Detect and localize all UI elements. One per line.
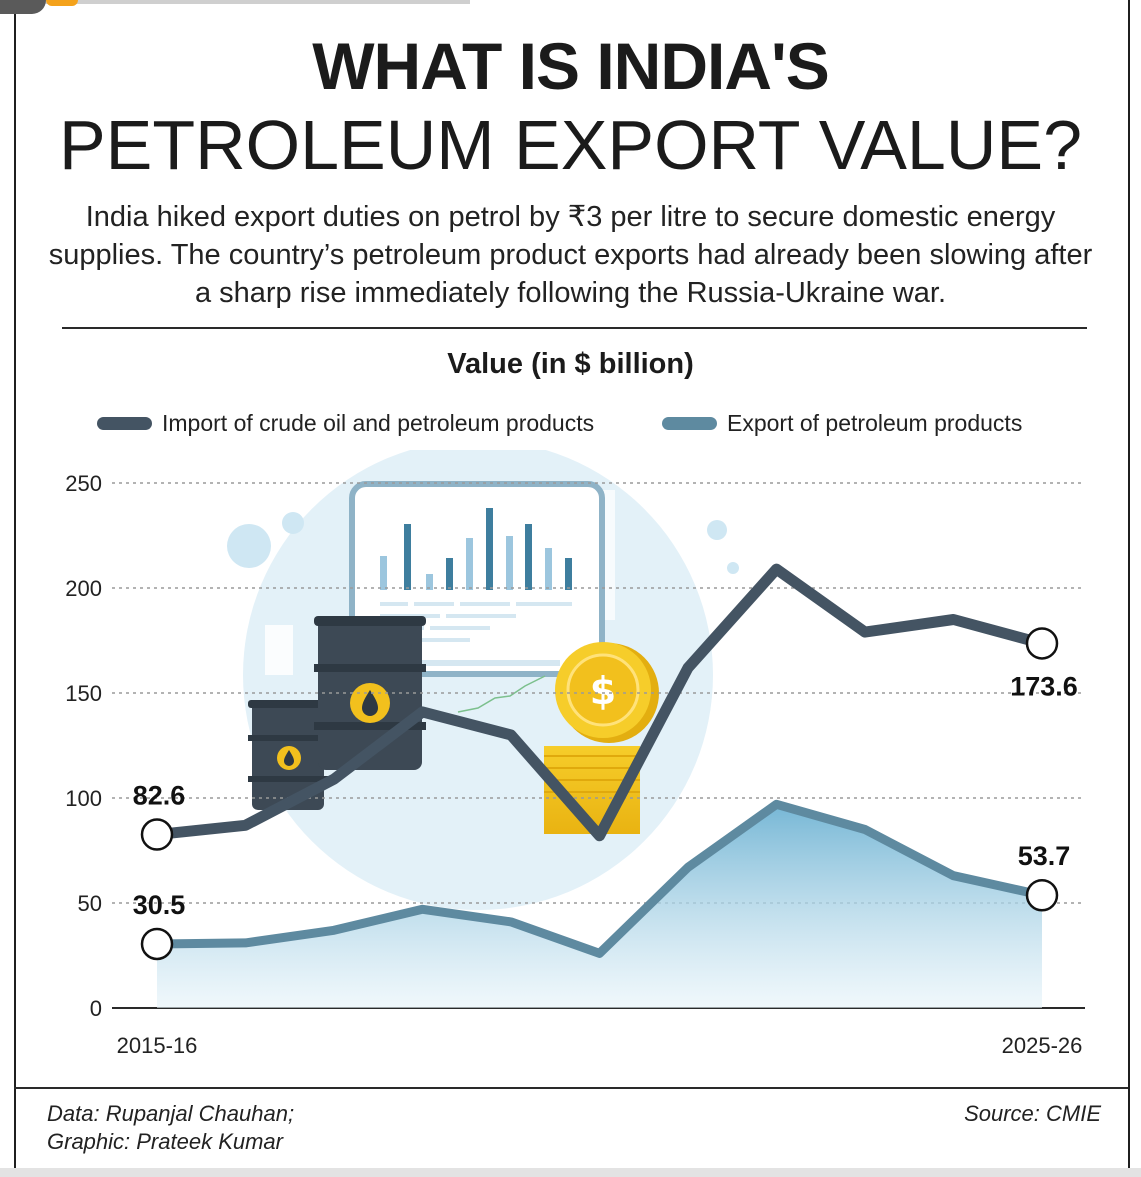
page-title-line2: PETROLEUM EXPORT VALUE? <box>58 106 1083 184</box>
y-tick-label-250: 250 <box>65 471 102 496</box>
footer-divider <box>14 1087 1128 1089</box>
data-point <box>333 778 335 780</box>
series-area-1 <box>157 804 1042 1008</box>
endpoint-marker <box>1025 627 1059 660</box>
data-point <box>245 942 247 944</box>
page-bottom-band <box>0 1168 1141 1177</box>
bubble-left-small <box>282 512 304 534</box>
series-line-0 <box>151 563 1048 842</box>
subtitle: India hiked export duties on petrol by ₹… <box>48 201 1093 309</box>
illustration-block-left <box>265 625 293 675</box>
bubble-right <box>707 520 727 540</box>
data-point <box>422 711 424 713</box>
legend-item-export: Export of petroleum products <box>662 408 1022 438</box>
data-point <box>864 829 866 831</box>
series-line-1 <box>152 799 1047 958</box>
y-axis: 0 50 100 150 200 250 <box>65 471 102 1021</box>
data-point <box>687 667 689 669</box>
svg-text:$: $ <box>590 669 616 713</box>
x-axis: 2015-16 2025-26 <box>117 1033 1083 1058</box>
data-point <box>687 866 689 868</box>
endpoint-marker <box>140 927 174 961</box>
data-point <box>953 619 955 621</box>
chart-title: Value (in $ billion) <box>447 348 694 380</box>
x-tick-label: 2015-16 <box>117 1033 198 1058</box>
data-point <box>953 875 955 877</box>
data-point <box>333 929 335 931</box>
legend-swatch-import <box>97 416 152 430</box>
oil-barrel-small-icon <box>248 700 328 810</box>
data-point <box>510 921 512 923</box>
data-point <box>510 734 512 736</box>
y-tick-label-50: 50 <box>78 891 102 916</box>
data-point <box>245 824 247 826</box>
data-point <box>864 631 866 633</box>
bubble-left-large <box>227 524 271 568</box>
data-point <box>776 568 778 570</box>
divider <box>62 327 1087 329</box>
legend-label-export: Export of petroleum products <box>727 409 1023 436</box>
top-badge <box>0 0 46 14</box>
x-tick-label: 2025-26 <box>1002 1033 1083 1058</box>
y-tick-label-100: 100 <box>65 786 102 811</box>
source: Source: CMIE <box>964 1101 1101 1126</box>
data-point <box>599 835 601 837</box>
illustration: $ <box>227 450 739 910</box>
data-point <box>776 803 778 805</box>
bubble-right-small <box>727 562 739 574</box>
data-label: 173.6 <box>1010 671 1078 701</box>
logo-dot-icon <box>46 0 78 6</box>
series <box>151 563 1048 1008</box>
credits: Data: Rupanjal Chauhan; Graphic: Prateek… <box>47 1100 294 1156</box>
credit-data: Data: Rupanjal Chauhan; <box>47 1101 295 1126</box>
data-label: 30.5 <box>133 890 186 920</box>
y-tick-label-0: 0 <box>90 996 102 1021</box>
endpoint-marker <box>140 818 174 851</box>
legend-label-import: Import of crude oil and petroleum produc… <box>162 409 595 436</box>
line-chart: $ 0 50 100 150 200 250 2015-16 2025-26 82.6 173… <box>65 450 1085 1058</box>
data-labels: 82.6 173.6 30.5 53.7 <box>133 627 1078 961</box>
y-tick-label-200: 200 <box>65 576 102 601</box>
endpoint-marker <box>1025 878 1059 912</box>
y-tick-label-150: 150 <box>65 681 102 706</box>
data-label: 82.6 <box>133 781 186 811</box>
page-title: WHAT IS INDIA'S <box>312 29 829 103</box>
data-label: 53.7 <box>1018 841 1071 871</box>
credit-graphic: Graphic: Prateek Kumar <box>47 1129 283 1154</box>
legend-item-import: Import of crude oil and petroleum produc… <box>97 408 594 438</box>
card-frame <box>14 0 1130 1168</box>
legend-swatch-export <box>662 416 717 430</box>
top-bar <box>0 0 470 4</box>
data-point <box>599 952 601 954</box>
data-point <box>422 908 424 910</box>
dollar-coin-icon: $ <box>555 642 659 743</box>
